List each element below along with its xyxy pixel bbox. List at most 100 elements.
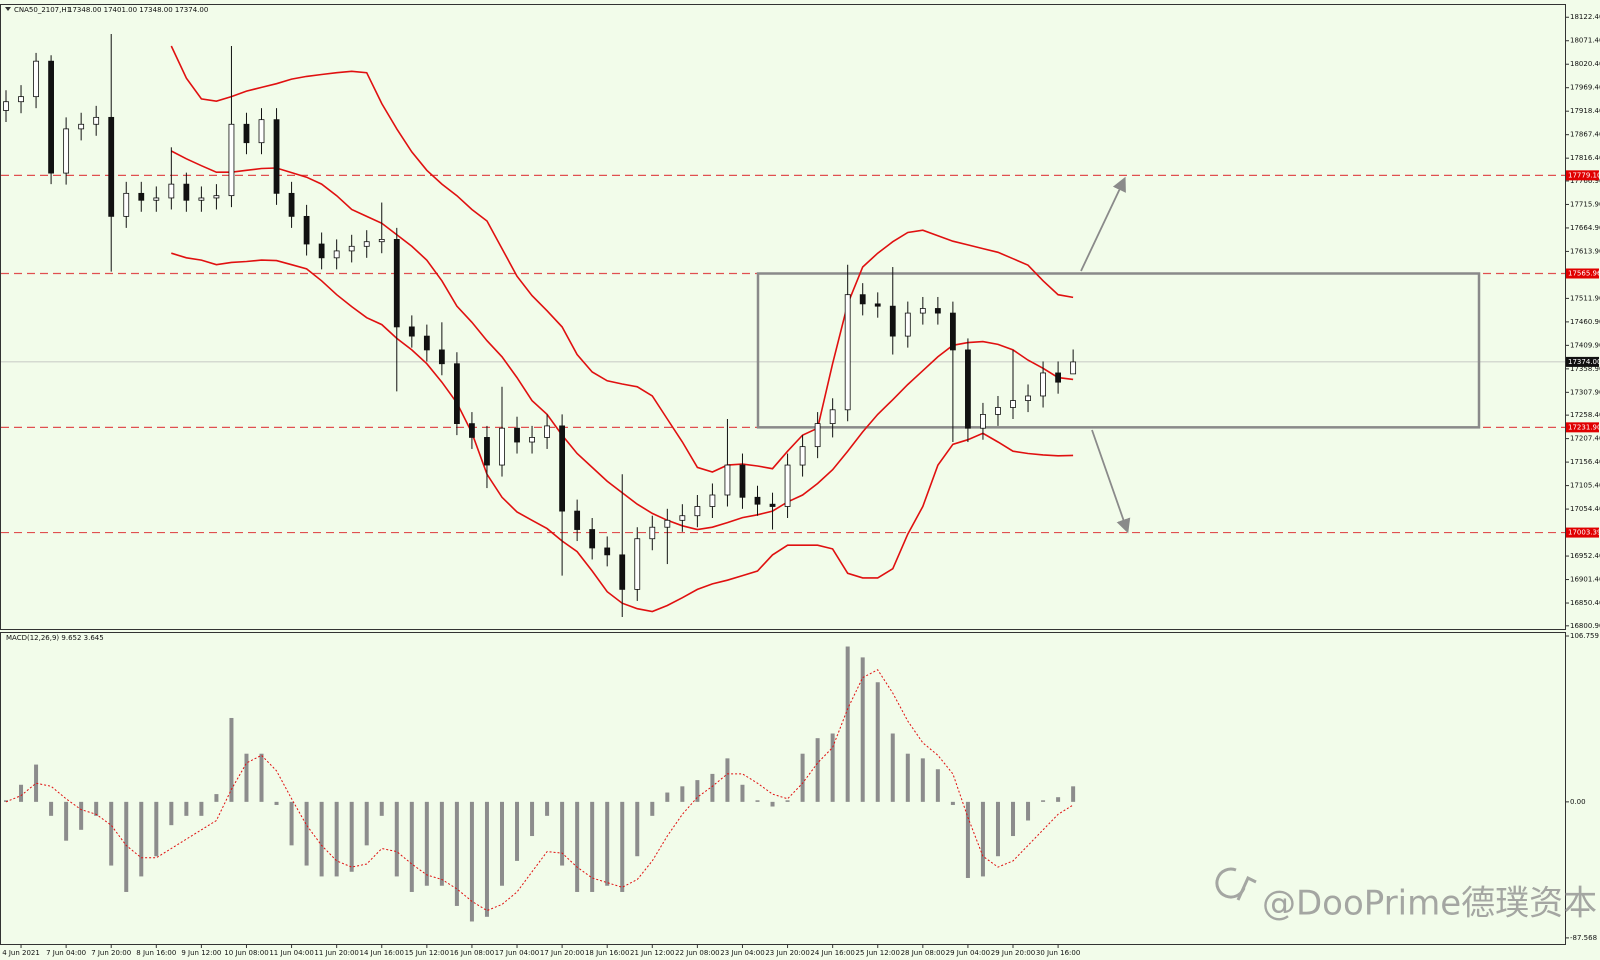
candle-body — [919, 308, 926, 314]
macd-bar — [349, 801, 354, 872]
macd-bar — [4, 800, 8, 802]
level-tag — [1566, 527, 1599, 538]
candle-body — [438, 349, 445, 365]
y-tick-label: 17409.90 — [1570, 341, 1600, 349]
candle-body — [33, 60, 39, 98]
macd-bar — [875, 682, 880, 802]
candle-body — [1010, 400, 1016, 408]
y-tick-label: 18122.40 — [1570, 13, 1600, 21]
macd-bar — [575, 801, 580, 892]
macd-bar — [244, 753, 249, 802]
y-tick-label: 17156.40 — [1570, 458, 1600, 466]
macd-bar — [454, 801, 459, 906]
candle-body — [499, 427, 505, 466]
x-tick-label: 17 Jun 20:00 — [540, 949, 584, 957]
x-tick-label: 28 Jun 08:00 — [901, 949, 945, 957]
x-tick-label: 15 Jun 12:00 — [405, 949, 449, 957]
macd-bar — [830, 733, 835, 802]
candle-body — [1025, 395, 1031, 401]
candle-body — [589, 529, 596, 549]
candle-body — [183, 183, 190, 201]
candle-body — [213, 195, 220, 199]
y-tick-label: 18020.40 — [1570, 60, 1600, 68]
candle-body — [3, 101, 9, 111]
candle-body — [273, 119, 280, 194]
y-tick-label: 106.759 — [1570, 632, 1599, 640]
x-tick-label: 17 Jun 04:00 — [495, 949, 539, 957]
watermark-logo — [1215, 867, 1257, 901]
ohlc-readout: 17348.00 17401.00 17348.00 17374.00 — [68, 6, 208, 14]
y-tick-label: 17867.40 — [1570, 131, 1600, 139]
y-tick-label: 17918.40 — [1570, 107, 1600, 115]
x-tick-label: 4 Jun 2021 — [2, 949, 40, 957]
macd-bar — [469, 801, 474, 922]
candle-body — [514, 427, 520, 443]
candle-body — [559, 425, 566, 512]
macd-bar — [154, 801, 159, 857]
candle-body — [258, 119, 265, 144]
macd-bar — [289, 801, 294, 846]
macd-bar — [740, 784, 745, 802]
candle-body — [694, 506, 701, 517]
y-tick-label: 17664.90 — [1570, 224, 1600, 232]
candle-body — [408, 326, 415, 337]
macd-bar — [94, 801, 99, 816]
candle-body — [949, 312, 956, 351]
x-tick-label: 25 Jun 12:00 — [856, 949, 900, 957]
macd-bar — [394, 801, 399, 877]
macd-bar — [424, 801, 429, 886]
y-tick-label: 17816.40 — [1570, 154, 1600, 162]
candle-body — [754, 496, 761, 505]
candle-body — [784, 464, 791, 507]
macd-bar — [785, 800, 790, 802]
y-tick-label: 16901.40 — [1570, 576, 1600, 584]
candle-body — [123, 192, 130, 217]
macd-bar — [1056, 797, 1061, 802]
macd-bar — [274, 801, 279, 805]
macd-bar — [605, 801, 610, 886]
candle-body — [93, 116, 100, 125]
candle-body — [844, 294, 851, 411]
price-pane — [0, 4, 1566, 630]
macd-bar — [364, 801, 369, 846]
candle-body — [814, 423, 821, 448]
macd-bar — [695, 780, 700, 802]
x-tick-label: 30 Jun 16:00 — [1036, 949, 1080, 957]
x-tick-label: 14 Jun 16:00 — [360, 949, 404, 957]
macd-bar — [815, 738, 820, 802]
candle-body — [288, 192, 295, 217]
candle-body — [739, 464, 746, 498]
bollinger-upper — [170, 45, 1074, 473]
y-tick-label: 17969.40 — [1570, 84, 1600, 92]
macd-bar — [860, 657, 865, 802]
menu-arrow — [5, 7, 11, 11]
candle-body — [243, 123, 250, 144]
macd-bar — [1041, 800, 1046, 802]
macd-bar — [845, 646, 850, 802]
y-tick-label: 17358.90 — [1570, 365, 1600, 373]
candle-body — [138, 192, 145, 201]
candle-body — [423, 335, 430, 351]
macd-bar — [770, 801, 775, 807]
candle-body — [619, 554, 626, 590]
current-price-label: 17374.00 — [1568, 358, 1600, 366]
macd-pane — [0, 632, 1566, 945]
macd-bar — [169, 801, 174, 826]
macd-bar — [635, 801, 640, 857]
candle-body — [393, 239, 400, 328]
x-tick-label: 22 Jun 08:00 — [675, 949, 719, 957]
level-tag — [1566, 422, 1599, 433]
candle-body — [469, 423, 475, 438]
macd-bar — [499, 801, 504, 886]
candle-body — [904, 312, 911, 337]
macd-bar — [19, 784, 24, 802]
x-tick-label: 7 Jun 04:00 — [46, 949, 86, 957]
candle-body — [228, 123, 235, 197]
x-tick-label: 23 Jun 04:00 — [720, 949, 764, 957]
y-tick-label: 17715.90 — [1570, 200, 1600, 208]
y-tick-label: 17511.90 — [1570, 294, 1600, 302]
macd-bar — [800, 753, 805, 802]
macd-bar — [34, 764, 39, 802]
macd-bar — [620, 801, 625, 892]
x-tick-label: 16 Jun 08:00 — [450, 949, 494, 957]
